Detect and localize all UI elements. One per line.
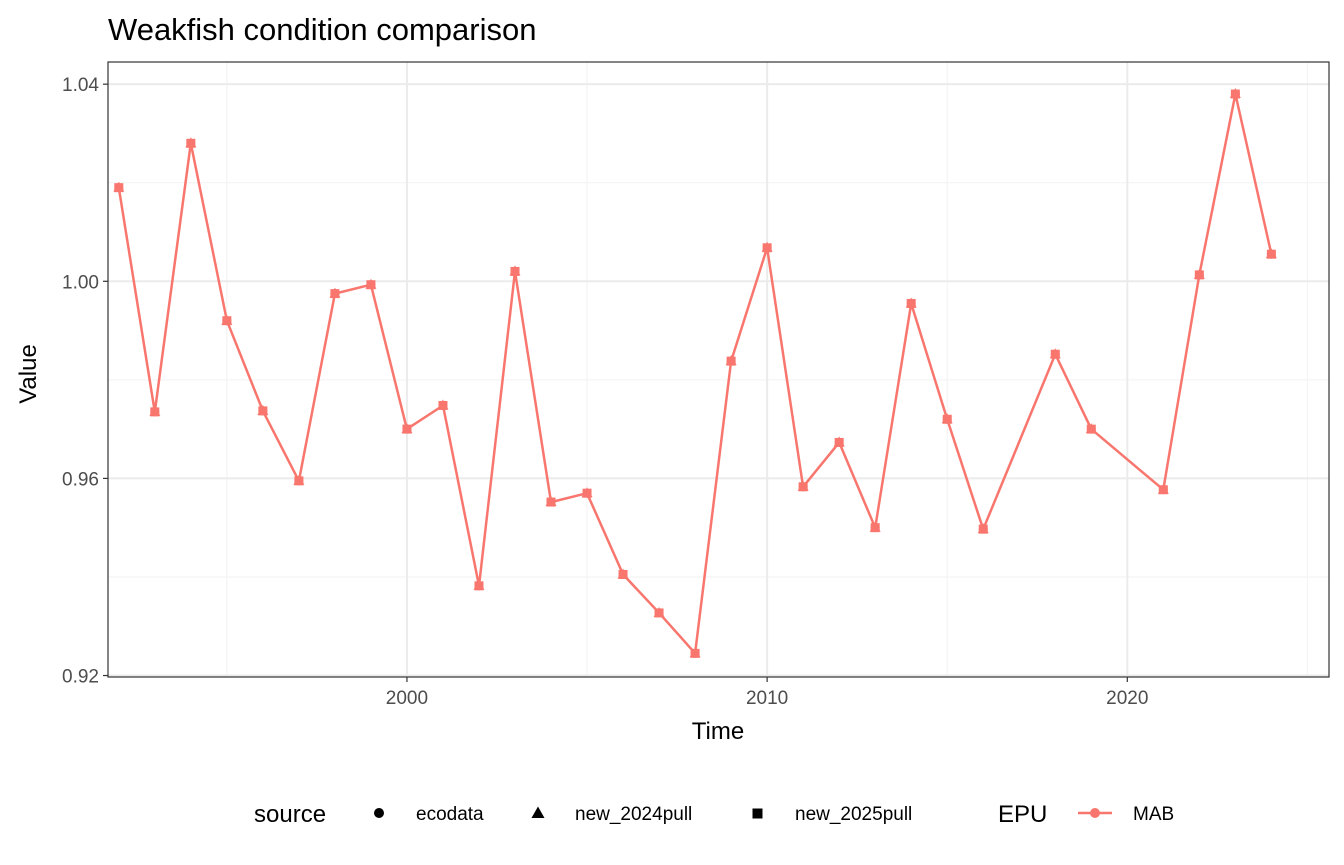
legend-epu-point-icon bbox=[1090, 808, 1100, 818]
data-point-square bbox=[1266, 249, 1276, 259]
data-point-square bbox=[186, 138, 196, 148]
circle-icon bbox=[374, 808, 384, 818]
grid-lines bbox=[108, 62, 1329, 677]
legend: source ecodata new_2024pull new_2025pull… bbox=[254, 801, 1174, 828]
data-point-square bbox=[114, 183, 124, 193]
data-point-square bbox=[618, 570, 628, 579]
data-point-square bbox=[366, 280, 376, 290]
data-point-square bbox=[762, 243, 772, 253]
data-point-square bbox=[294, 476, 304, 486]
data-point-square bbox=[798, 482, 808, 492]
plot-panel: 2000 2010 2020 0.92 0.96 1.00 1.04 bbox=[62, 61, 1330, 709]
data-point-square bbox=[978, 524, 988, 534]
x-tick-label: 2010 bbox=[746, 688, 788, 709]
series-layer bbox=[113, 88, 1277, 658]
legend-label-ecodata: ecodata bbox=[416, 804, 484, 825]
x-tick-label: 2020 bbox=[1106, 688, 1148, 709]
data-point-square bbox=[330, 289, 340, 299]
y-tick-label: 0.96 bbox=[62, 469, 99, 490]
legend-label-new-2025pull: new_2025pull bbox=[795, 804, 912, 825]
square-icon bbox=[752, 808, 763, 819]
y-tick-label: 1.00 bbox=[62, 272, 99, 293]
data-point-square bbox=[582, 488, 592, 498]
data-point-square bbox=[690, 648, 700, 658]
x-axis-title: Time bbox=[692, 718, 744, 745]
data-point-square bbox=[1086, 424, 1096, 434]
data-point-square bbox=[546, 497, 556, 507]
series-line bbox=[117, 92, 1273, 655]
data-point-square bbox=[474, 581, 484, 591]
data-point-square bbox=[942, 414, 952, 424]
legend-label-mab: MAB bbox=[1133, 804, 1174, 825]
chart-title: Weakfish condition comparison bbox=[108, 12, 536, 47]
data-point-square bbox=[222, 316, 232, 326]
data-point-square bbox=[726, 356, 736, 366]
legend-epu-title: EPU bbox=[998, 801, 1047, 828]
axis-ticks: 2000 2010 2020 0.92 0.96 1.00 1.04 bbox=[62, 75, 1148, 709]
data-point-square bbox=[1158, 485, 1168, 495]
data-point-square bbox=[402, 424, 412, 434]
data-point-square bbox=[654, 608, 664, 618]
y-tick-label: 1.04 bbox=[62, 75, 99, 96]
data-point-square bbox=[870, 523, 880, 533]
data-point-square bbox=[1230, 89, 1240, 99]
data-point-square bbox=[906, 298, 916, 308]
x-tick-label: 2000 bbox=[386, 688, 428, 709]
data-point-square bbox=[834, 437, 844, 447]
y-tick-label: 0.92 bbox=[62, 667, 99, 688]
panel-border bbox=[107, 61, 1330, 678]
triangle-icon bbox=[531, 806, 545, 818]
legend-source-title: source bbox=[254, 801, 326, 828]
data-point-square bbox=[1050, 349, 1060, 359]
data-point-square bbox=[510, 266, 520, 276]
legend-label-new-2024pull: new_2024pull bbox=[575, 804, 692, 825]
data-point-square bbox=[150, 407, 160, 417]
y-axis-title: Value bbox=[15, 344, 42, 404]
data-point-square bbox=[438, 400, 448, 410]
data-point-square bbox=[1194, 270, 1204, 280]
data-point-square bbox=[258, 406, 268, 416]
